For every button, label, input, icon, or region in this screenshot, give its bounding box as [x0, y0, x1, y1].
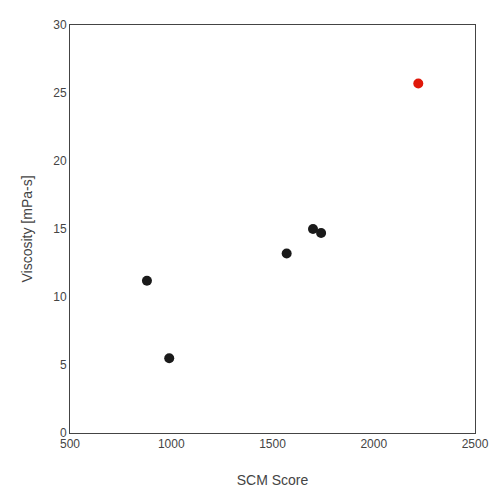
- svg-text:15: 15: [53, 222, 67, 236]
- svg-text:2500: 2500: [462, 437, 489, 451]
- svg-text:1500: 1500: [259, 437, 286, 451]
- svg-text:SCM Score: SCM Score: [237, 472, 309, 488]
- svg-text:500: 500: [60, 437, 80, 451]
- svg-text:10: 10: [53, 290, 67, 304]
- svg-text:Viscosity [mPa-s]: Viscosity [mPa-s]: [19, 175, 35, 282]
- svg-text:5: 5: [60, 358, 67, 372]
- svg-text:2000: 2000: [360, 437, 387, 451]
- svg-text:20: 20: [53, 154, 67, 168]
- svg-text:0: 0: [60, 426, 67, 440]
- svg-text:1000: 1000: [158, 437, 185, 451]
- svg-text:25: 25: [53, 86, 67, 100]
- svg-text:30: 30: [53, 18, 67, 32]
